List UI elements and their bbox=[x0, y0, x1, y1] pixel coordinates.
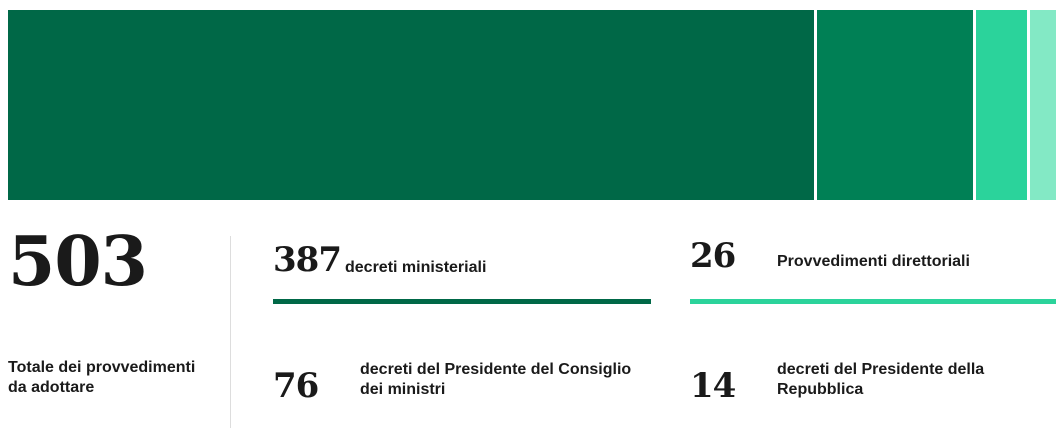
total-label: Totale dei provvedimenti da adottare bbox=[8, 359, 196, 396]
bar-segment bbox=[8, 10, 815, 200]
divider bbox=[230, 236, 231, 428]
total-value: 503 bbox=[8, 222, 148, 302]
legend-underline bbox=[273, 299, 651, 304]
legend-value: 26 bbox=[690, 236, 736, 276]
legend-value: 76 bbox=[273, 366, 319, 406]
legend-underline bbox=[690, 299, 1056, 304]
bar-segment bbox=[1026, 10, 1056, 200]
legend-label: decreti del Presidente del Consiglio dei… bbox=[360, 361, 632, 398]
legend-value: 387 bbox=[273, 240, 342, 280]
legend-label: decreti del Presidente della Repubblica bbox=[777, 361, 985, 398]
legend-label: Provvedimenti direttoriali bbox=[777, 253, 970, 270]
legend-label: decreti ministeriali bbox=[345, 259, 487, 276]
bar-segment bbox=[814, 10, 973, 200]
stacked-bar bbox=[8, 10, 1056, 200]
bar-segment bbox=[972, 10, 1027, 200]
legend-value: 14 bbox=[690, 366, 736, 406]
